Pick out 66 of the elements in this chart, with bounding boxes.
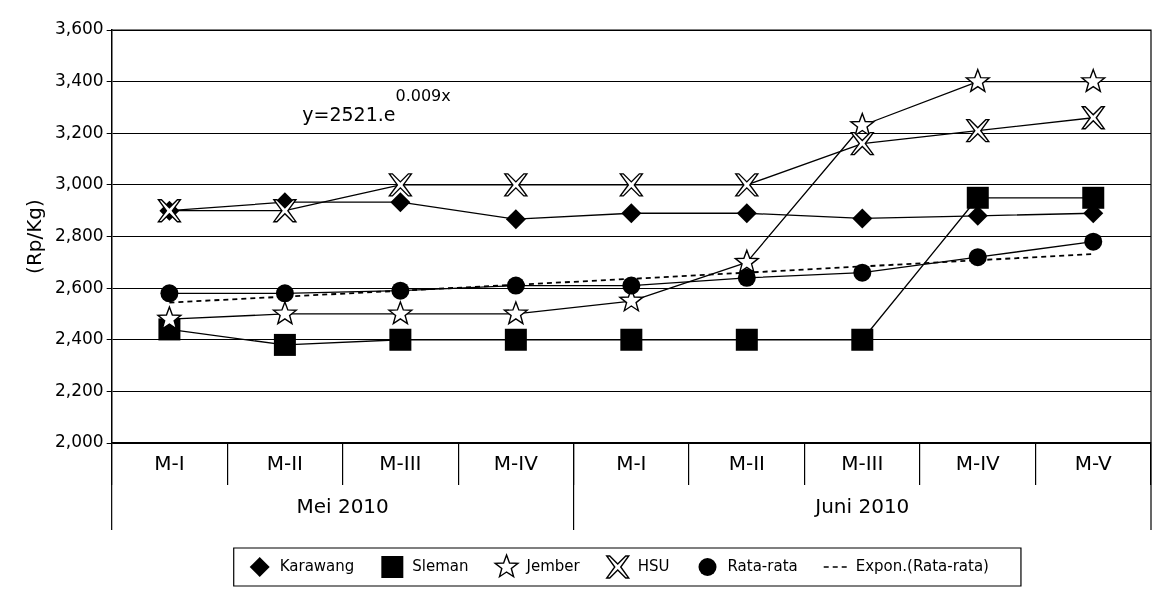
point	[275, 284, 294, 303]
point	[853, 263, 872, 282]
point	[968, 248, 987, 267]
x-tick-label: M-IV	[955, 451, 1001, 476]
point	[1081, 68, 1106, 93]
y-tick-label: 2,200	[55, 379, 104, 400]
point	[622, 276, 641, 295]
point	[388, 301, 413, 325]
x-tick-label: M-II	[728, 451, 765, 476]
point	[619, 173, 644, 197]
y-tick-label: 3,000	[55, 173, 104, 194]
point	[1082, 186, 1105, 209]
y-axis-title: (Rp/Kg)	[22, 199, 47, 274]
annotation: y=2521.e0.009x	[302, 86, 451, 126]
legend-label: Expon.(Rata-rata)	[855, 556, 989, 575]
point	[621, 203, 642, 224]
point	[851, 328, 874, 351]
y-tick-label: 2,000	[55, 431, 104, 452]
point	[273, 198, 297, 223]
point	[506, 276, 525, 295]
x-tick-label: M-II	[266, 451, 304, 476]
point	[504, 328, 527, 351]
y-tick-label: 3,400	[55, 70, 104, 91]
point	[966, 186, 989, 209]
x-tick-label: M-III	[379, 451, 422, 476]
text: Juni 2010	[813, 494, 910, 519]
point	[620, 328, 643, 351]
x-tick-label: M-III	[841, 451, 884, 476]
point	[505, 209, 526, 230]
point	[390, 192, 411, 213]
x-tick-label: M-I	[616, 451, 647, 476]
legend-label: Jember	[525, 556, 581, 575]
point	[272, 301, 297, 325]
y-tick-label: 2,600	[55, 276, 104, 297]
point	[273, 333, 296, 356]
y-tick-label: 2,800	[55, 224, 104, 245]
point	[852, 208, 873, 229]
x-tick-label: M-V	[1074, 451, 1113, 476]
point	[391, 281, 410, 300]
text: Mei 2010	[296, 494, 389, 519]
point	[388, 173, 413, 197]
y-tick-label: 3,600	[55, 18, 104, 39]
point	[1081, 106, 1105, 130]
point	[735, 328, 758, 351]
y-tick-label: 3,200	[55, 121, 104, 142]
legend-label: Rata-rata	[727, 556, 798, 575]
point	[157, 306, 182, 330]
point	[389, 328, 412, 351]
point	[503, 301, 528, 325]
point	[735, 173, 759, 197]
point	[1084, 232, 1103, 251]
point	[736, 203, 757, 224]
legend-label: Karawang	[279, 556, 355, 575]
y-tick-label: 2,400	[55, 328, 104, 349]
point	[160, 284, 179, 303]
legend-label: Sleman	[412, 556, 469, 575]
point	[734, 249, 759, 273]
legend-label: HSU	[637, 556, 670, 575]
point	[504, 173, 528, 197]
point	[737, 268, 756, 287]
point	[965, 68, 990, 93]
x-tick-label: M-IV	[493, 451, 539, 476]
point	[966, 118, 990, 143]
x-tick-label: M-I	[154, 451, 185, 476]
point	[850, 112, 875, 136]
point	[850, 131, 874, 156]
